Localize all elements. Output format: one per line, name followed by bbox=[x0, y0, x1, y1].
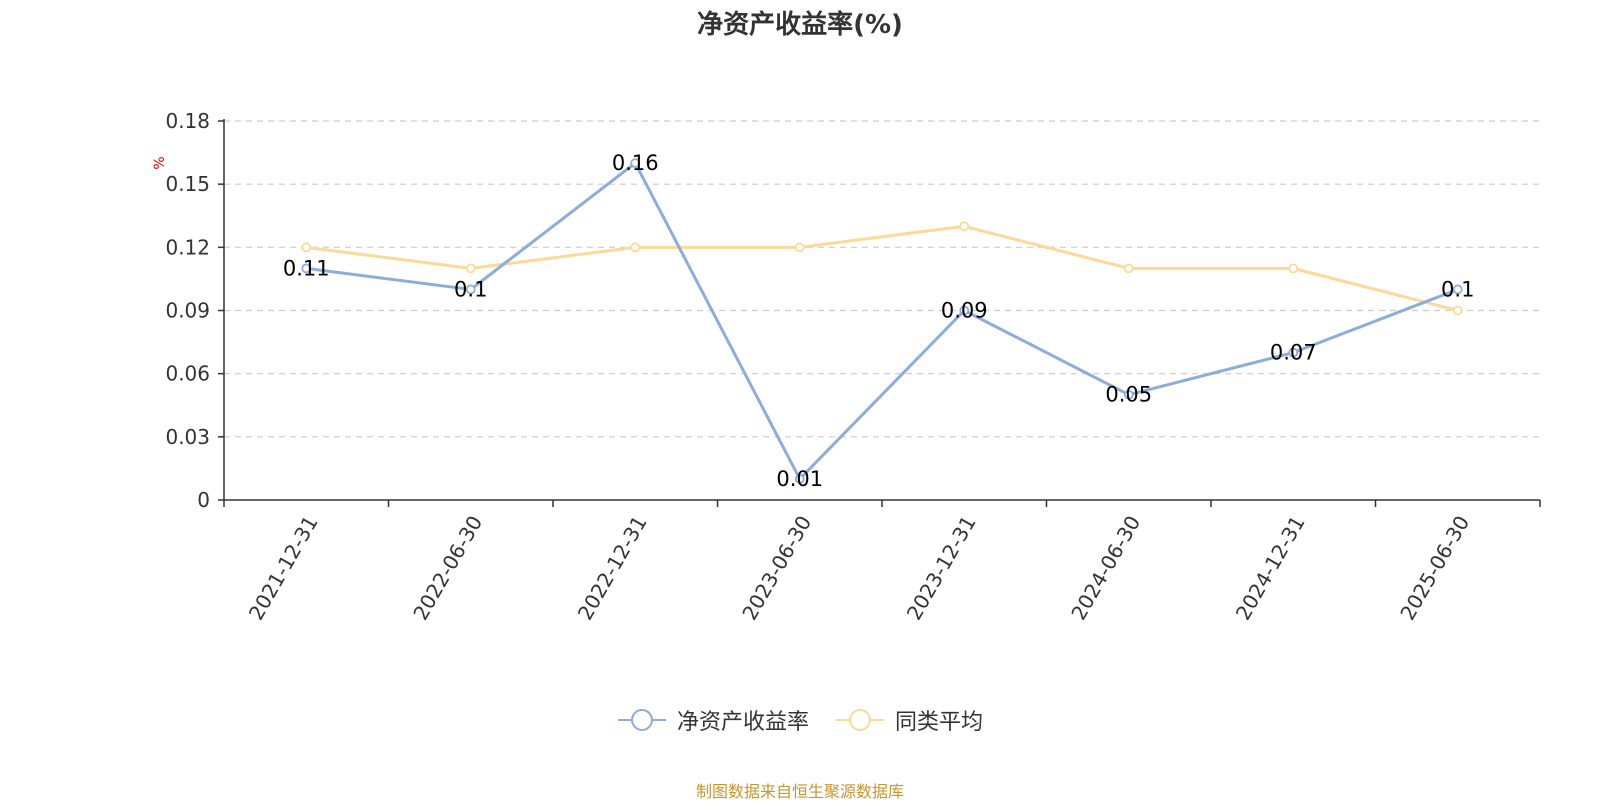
data-point bbox=[1288, 347, 1299, 358]
series-line-2 bbox=[306, 224, 1459, 312]
data-label: 0.16 bbox=[612, 151, 659, 175]
series-line-1 bbox=[306, 161, 1459, 481]
data-point bbox=[630, 242, 641, 253]
x-tick-label: 2024-12-31 bbox=[1231, 512, 1310, 625]
data-point bbox=[794, 474, 805, 484]
data-point bbox=[1123, 263, 1134, 274]
legend-label: 净资产收益率 bbox=[676, 710, 809, 735]
x-tick-label: 2022-12-31 bbox=[573, 512, 652, 625]
axes: 0 0.03 0.06 0.09 0.12 0.15 0.18 2021-12-31 2022-… bbox=[165, 109, 1541, 625]
data-point bbox=[794, 242, 805, 253]
y-tick-label: 0.18 bbox=[165, 109, 210, 133]
data-label: 0.11 bbox=[283, 256, 330, 280]
data-label: 0.1 bbox=[454, 277, 487, 301]
data-point bbox=[1452, 284, 1463, 295]
x-tick-label: 2025-06-30 bbox=[1395, 512, 1474, 625]
data-point bbox=[301, 242, 312, 253]
data-point bbox=[1123, 389, 1134, 400]
grid-lines bbox=[224, 120, 1540, 438]
legend-label: 同类平均 bbox=[895, 710, 984, 735]
y-tick-label: 0.09 bbox=[165, 299, 210, 323]
data-point bbox=[465, 263, 476, 274]
data-point bbox=[465, 284, 476, 295]
y-axis-unit-label: % bbox=[152, 156, 168, 169]
data-label: 0.07 bbox=[1270, 341, 1317, 365]
data-point bbox=[301, 263, 312, 274]
legend-line-circle-icon bbox=[617, 709, 666, 731]
data-point bbox=[630, 158, 641, 169]
legend-item[interactable]: 净资产收益率 bbox=[617, 704, 809, 736]
legend-circle bbox=[630, 709, 653, 731]
chart-title: 净资产收益率(%) bbox=[697, 10, 903, 40]
data-label: 0.1 bbox=[1441, 277, 1474, 301]
data-label: 0.05 bbox=[1105, 383, 1152, 407]
x-tick-label: 2022-06-30 bbox=[408, 512, 487, 625]
y-tick-label: 0.06 bbox=[165, 362, 210, 386]
x-tick-label: 2024-06-30 bbox=[1066, 512, 1145, 625]
legend-item[interactable]: 同类平均 bbox=[835, 704, 983, 736]
data-point bbox=[1452, 305, 1463, 316]
legend-circle bbox=[849, 709, 871, 731]
x-tick-label: 2021-12-31 bbox=[244, 512, 323, 625]
legend-line-circle-icon bbox=[836, 709, 884, 731]
data-point bbox=[1288, 263, 1299, 274]
data-point bbox=[959, 221, 970, 232]
data-point bbox=[959, 305, 970, 316]
series-lines bbox=[301, 158, 1463, 484]
y-tick-label: 0.15 bbox=[165, 172, 210, 196]
x-tick-label: 2023-06-30 bbox=[737, 512, 816, 625]
legend: 净资产收益率 同类平均 bbox=[0, 704, 1600, 736]
y-tick-label: 0.12 bbox=[165, 235, 210, 259]
data-labels: 0.11 0.1 0.16 0.01 0.09 0.05 0.07 0.1 bbox=[283, 151, 1475, 491]
x-tick-label: 2023-12-31 bbox=[902, 512, 981, 625]
y-tick-label: 0 bbox=[197, 488, 210, 512]
data-label: 0.09 bbox=[941, 299, 988, 323]
source-note: 制图数据来自恒生聚源数据库 bbox=[695, 782, 904, 801]
data-label: 0.01 bbox=[776, 467, 823, 491]
y-tick-label: 0.03 bbox=[165, 425, 210, 449]
